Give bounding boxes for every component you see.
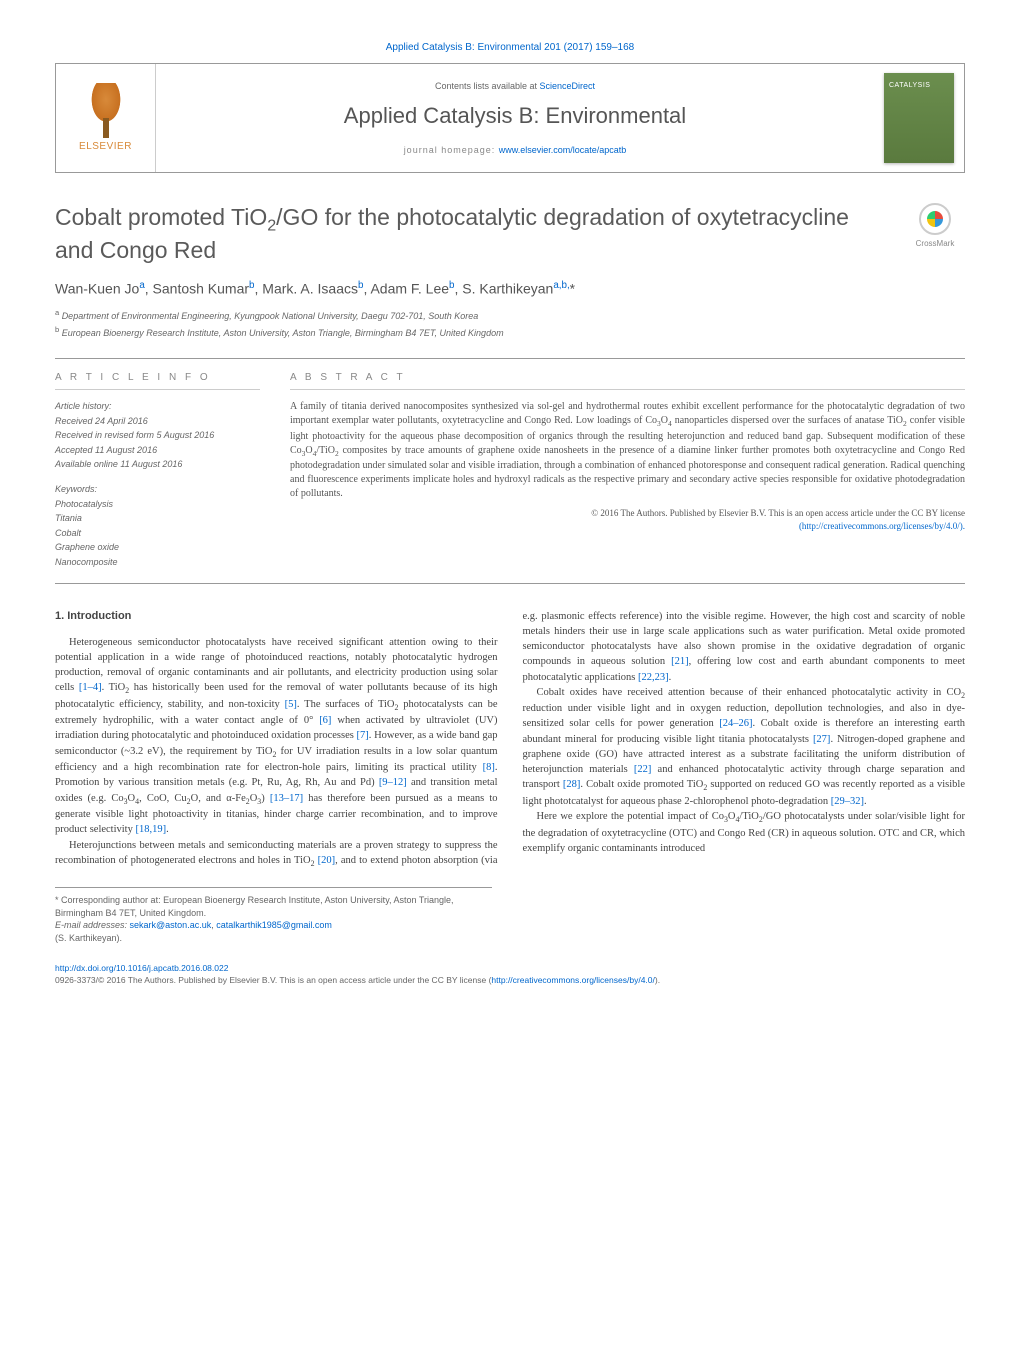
ref-link[interactable]: [5]	[285, 699, 297, 710]
copyright-text: © 2016 The Authors. Published by Elsevie…	[591, 508, 965, 518]
ref-link[interactable]: [6]	[319, 715, 331, 726]
doi-link[interactable]: http://dx.doi.org/10.1016/j.apcatb.2016.…	[55, 963, 228, 973]
footer-license-link[interactable]: http://creativecommons.org/licenses/by/4…	[491, 975, 654, 985]
homepage-link[interactable]: www.elsevier.com/locate/apcatb	[499, 145, 627, 155]
issn-line: 0926-3373/© 2016 The Authors. Published …	[55, 975, 491, 985]
keywords-label: Keywords:	[55, 483, 260, 496]
keyword: Titania	[55, 512, 260, 525]
body-paragraph: Here we explore the potential impact of …	[523, 809, 966, 856]
keyword: Nanocomposite	[55, 556, 260, 569]
homepage-line: journal homepage: www.elsevier.com/locat…	[404, 144, 627, 157]
history-received: Received 24 April 2016	[55, 415, 260, 428]
ref-link[interactable]: [13–17]	[270, 793, 303, 804]
abstract-col: a b s t r a c t A family of titania deri…	[275, 359, 965, 583]
keyword: Photocatalysis	[55, 498, 260, 511]
email-link[interactable]: sekark@aston.ac.uk	[130, 920, 212, 930]
masthead: ELSEVIER Contents lists available at Sci…	[55, 63, 965, 173]
body-text: 1. Introduction Heterogeneous semiconduc…	[55, 609, 965, 870]
footnotes: * Corresponding author at: European Bioe…	[55, 887, 492, 944]
publisher-block: ELSEVIER	[56, 64, 156, 172]
keyword: Graphene oxide	[55, 541, 260, 554]
article-info-heading: a r t i c l e i n f o	[55, 371, 260, 390]
cover-thumb-block	[874, 64, 964, 172]
ref-link[interactable]: [22,23]	[638, 672, 669, 683]
contents-prefix: Contents lists available at	[435, 81, 540, 91]
journal-title: Applied Catalysis B: Environmental	[344, 101, 686, 132]
abstract-copyright: © 2016 The Authors. Published by Elsevie…	[290, 507, 965, 532]
homepage-prefix: journal homepage:	[404, 145, 499, 155]
affiliation-a: Department of Environmental Engineering,…	[62, 311, 479, 321]
ref-link[interactable]: [9–12]	[379, 777, 407, 788]
article-title: Cobalt promoted TiO2/GO for the photocat…	[55, 203, 890, 264]
email-link[interactable]: catalkarthik1985@gmail.com	[216, 920, 332, 930]
author-signature: (S. Karthikeyan).	[55, 932, 492, 945]
journal-cover-icon	[884, 73, 954, 163]
history-online: Available online 11 August 2016	[55, 458, 260, 471]
ref-link[interactable]: [8]	[483, 762, 495, 773]
authors-line: Wan-Kuen Joa, Santosh Kumarb, Mark. A. I…	[55, 279, 965, 299]
crossmark-label: CrossMark	[916, 239, 955, 248]
email-line: E-mail addresses: sekark@aston.ac.uk, ca…	[55, 919, 492, 932]
license-link[interactable]: (http://creativecommons.org/licenses/by/…	[799, 521, 965, 531]
ref-link[interactable]: [7]	[357, 730, 369, 741]
page-footer: http://dx.doi.org/10.1016/j.apcatb.2016.…	[55, 963, 965, 987]
crossmark-badge[interactable]: CrossMark	[905, 203, 965, 249]
ref-link[interactable]: [22]	[634, 764, 652, 775]
corresponding-author: * Corresponding author at: European Bioe…	[55, 894, 492, 919]
email-label: E-mail addresses:	[55, 920, 130, 930]
journal-citation-link[interactable]: Applied Catalysis B: Environmental 201 (…	[386, 42, 635, 53]
abstract-text: A family of titania derived nanocomposit…	[290, 400, 965, 501]
footer-close: ).	[655, 975, 660, 985]
history-label: Article history:	[55, 400, 260, 413]
history-revised: Received in revised form 5 August 2016	[55, 429, 260, 442]
affiliations: a Department of Environmental Engineerin…	[55, 307, 965, 340]
section-heading: 1. Introduction	[55, 609, 498, 625]
ref-link[interactable]: [27]	[813, 734, 831, 745]
masthead-center: Contents lists available at ScienceDirec…	[156, 64, 874, 172]
keyword: Cobalt	[55, 527, 260, 540]
contents-line: Contents lists available at ScienceDirec…	[435, 80, 595, 93]
ref-link[interactable]: [18,19]	[135, 824, 166, 835]
journal-citation: Applied Catalysis B: Environmental 201 (…	[55, 40, 965, 55]
ref-link[interactable]: [20]	[318, 855, 336, 866]
crossmark-icon	[919, 203, 951, 235]
ref-link[interactable]: [1–4]	[79, 682, 102, 693]
affiliation-b: European Bioenergy Research Institute, A…	[62, 328, 504, 338]
abstract-heading: a b s t r a c t	[290, 371, 965, 390]
ref-link[interactable]: [24–26]	[719, 718, 752, 729]
body-paragraph: Cobalt oxides have received attention be…	[523, 685, 966, 809]
ref-link[interactable]: [28]	[563, 779, 581, 790]
article-info-col: a r t i c l e i n f o Article history: R…	[55, 359, 275, 583]
body-paragraph: Heterogeneous semiconductor photocatalys…	[55, 635, 498, 838]
ref-link[interactable]: [29–32]	[831, 796, 864, 807]
sciencedirect-link[interactable]: ScienceDirect	[540, 81, 596, 91]
elsevier-tree-icon	[81, 83, 131, 138]
history-accepted: Accepted 11 August 2016	[55, 444, 260, 457]
ref-link[interactable]: [21]	[671, 656, 689, 667]
publisher-name: ELSEVIER	[79, 140, 132, 154]
